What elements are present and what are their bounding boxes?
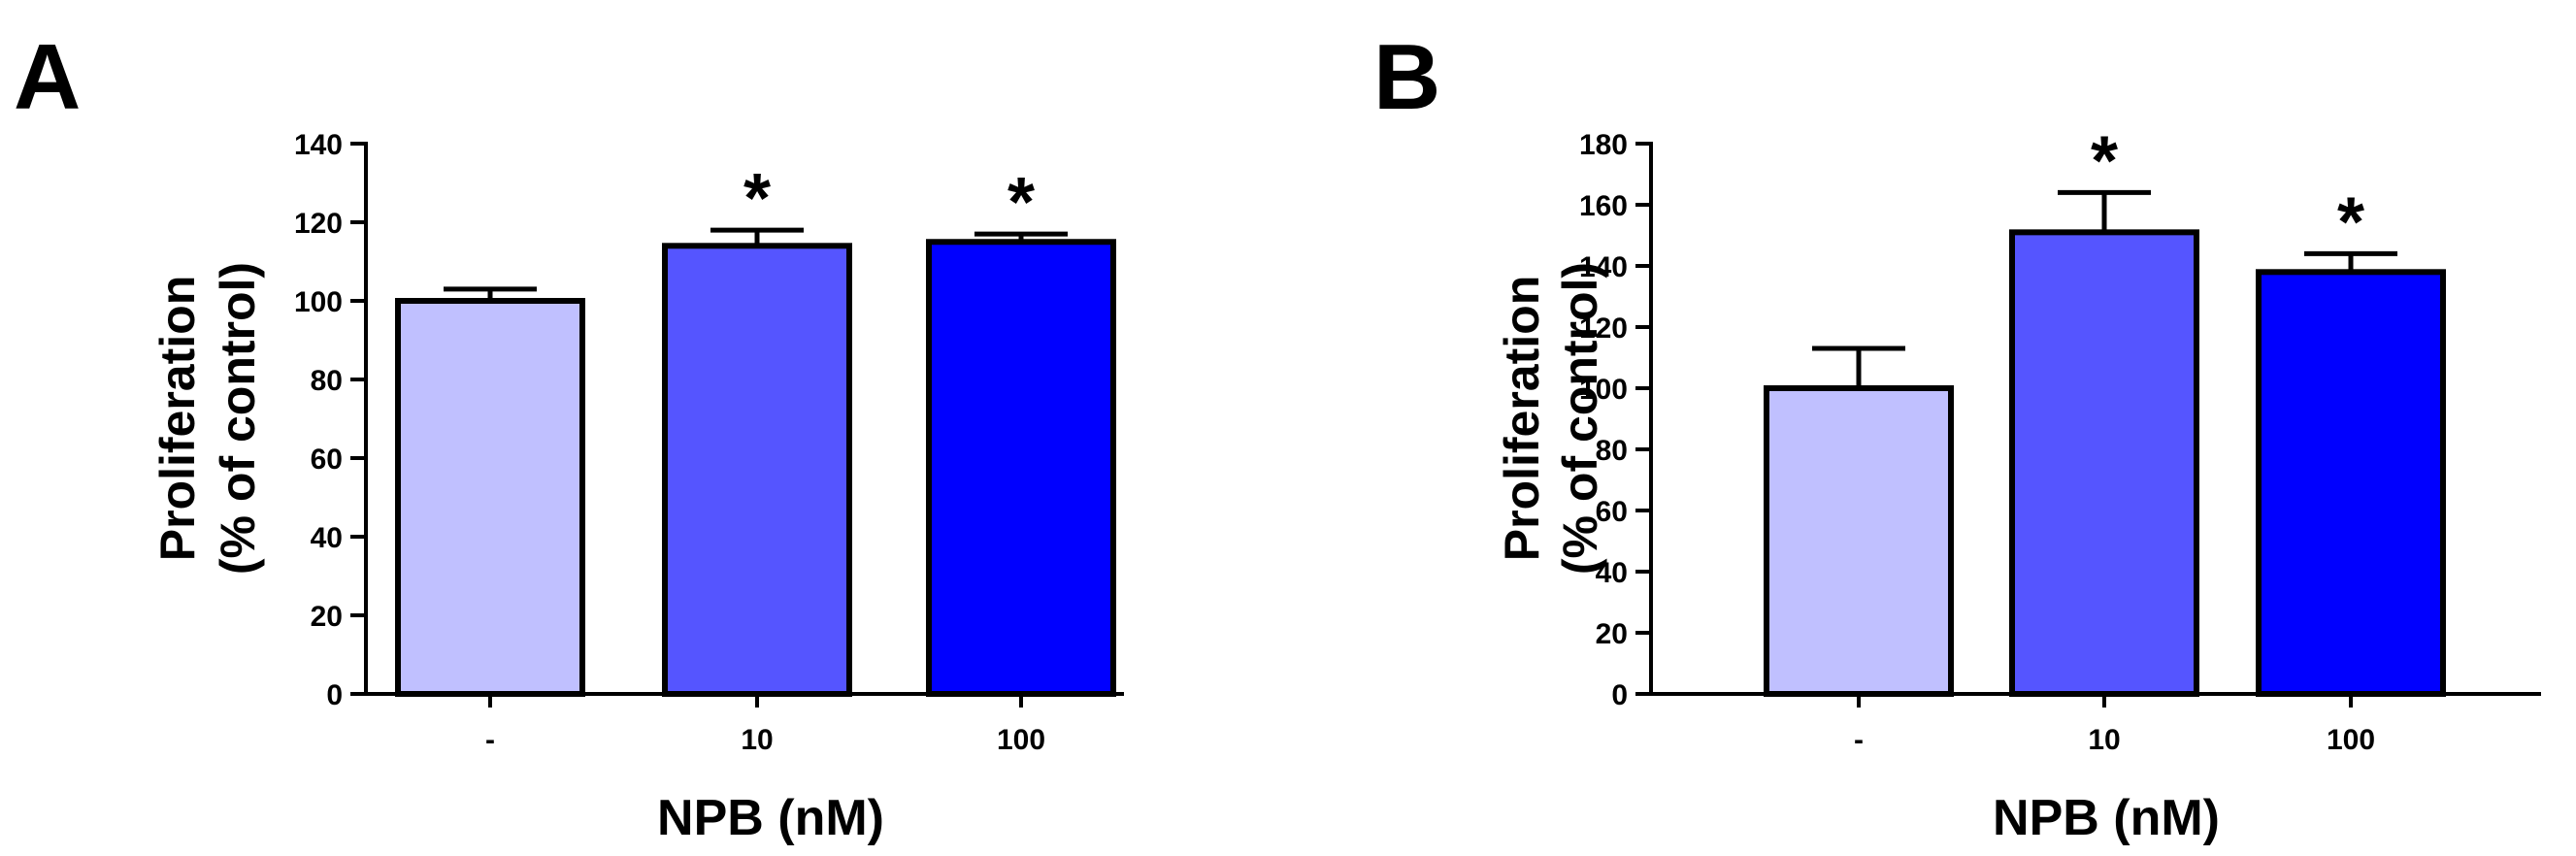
x-tick-label: 100 [997,724,1045,756]
y-tick-label: 100 [1579,374,1628,406]
panel-b: B Proliferation (% of control) 0 20 40 60 80 100… [1373,25,2541,846]
significance-marker: * [743,160,771,238]
bar [1764,385,1954,697]
bar [2009,229,2199,697]
y-tick-label: 0 [326,679,343,711]
y-axis-title: Proliferation [1495,276,1549,561]
significance-marker: * [1007,164,1035,242]
bar [926,239,1116,697]
y-axis-title: (% of control) [211,262,265,575]
x-tick-label: 100 [2327,724,2375,756]
bar [2256,269,2446,697]
y-axis-title: (% of control) [1553,262,1607,575]
y-tick-label: 20 [311,601,343,633]
x-tick-label: 10 [2088,724,2120,756]
y-tick-label: 120 [294,208,343,240]
x-axis-title: NPB (nM) [1993,790,2220,846]
y-tick-label: 140 [294,129,343,161]
y-tick-label: 0 [1611,679,1628,711]
panel-letter: B [1373,25,1440,129]
bar [395,298,585,697]
x-tick-label: - [485,724,495,756]
significance-marker: * [2091,122,2118,200]
significance-marker: * [2337,183,2364,261]
y-tick-label: 60 [311,444,343,476]
y-tick-label: 140 [1579,251,1628,283]
y-tick-label: 40 [1596,557,1628,589]
y-tick-label: 120 [1579,313,1628,345]
y-tick-label: 80 [311,365,343,397]
x-axis-title: NPB (nM) [657,790,884,846]
bar [662,243,852,698]
panel-a: A Proliferation (% of control) 0 20 40 60 80 100… [14,25,1124,846]
x-tick-label: - [1854,724,1864,756]
panel-letter: A [14,25,81,129]
y-tick-label: 60 [1596,496,1628,528]
y-tick-label: 20 [1596,618,1628,650]
y-axis-title: Proliferation [150,276,205,561]
y-tick-label: 180 [1579,129,1628,161]
y-tick-label: 40 [311,522,343,554]
x-tick-label: 10 [741,724,773,756]
y-tick-label: 160 [1579,190,1628,222]
y-tick-label: 80 [1596,435,1628,467]
y-tick-label: 100 [294,286,343,318]
